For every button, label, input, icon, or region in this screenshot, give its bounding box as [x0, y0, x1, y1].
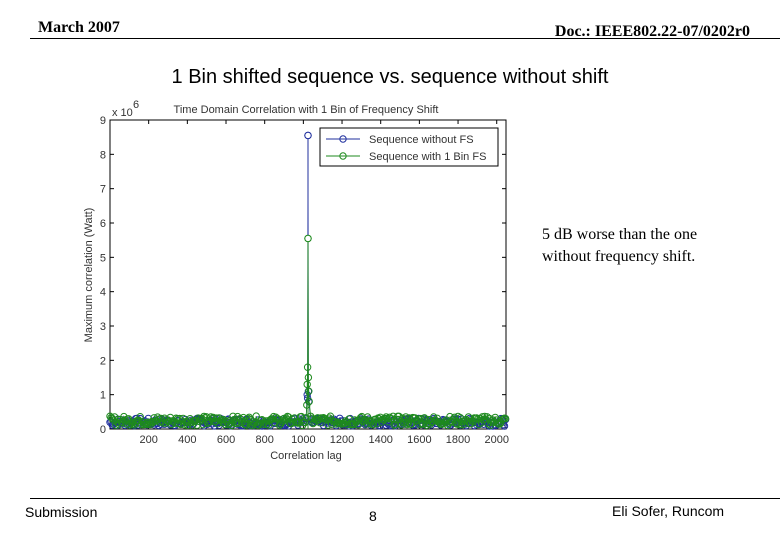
series-2-point — [229, 412, 237, 420]
series-2-point — [280, 414, 288, 423]
series-2-point — [243, 421, 251, 429]
header-date: March 2007 — [38, 19, 120, 36]
series-2-point — [435, 419, 444, 427]
footer-submission: Submission — [25, 504, 98, 520]
series-2-point — [209, 413, 218, 422]
footer-page-number: 8 — [369, 508, 377, 524]
x-tick-label: 2000 — [484, 434, 508, 446]
x-tick-label: 1600 — [407, 434, 431, 446]
series-2-point — [188, 421, 197, 429]
correlation-chart: 200 400 600 800 1000 1200 1400 1600 1800 2000 0 1 2 3… — [83, 99, 510, 462]
series-2-point — [316, 419, 324, 427]
series-2-point — [252, 412, 260, 420]
x-tick-label: 600 — [217, 434, 235, 446]
series-2-point — [324, 421, 332, 429]
series-2-point — [433, 414, 441, 422]
y-tick-label: 0 — [100, 424, 106, 436]
footer-rule — [30, 498, 780, 499]
y-tick-label: 2 — [100, 355, 106, 367]
legend-box — [319, 127, 499, 167]
series-2-point — [501, 414, 510, 423]
y-tick-label: 4 — [100, 287, 106, 299]
series-2-point — [135, 416, 143, 425]
series-2-point — [391, 420, 400, 429]
footer-author: Eli Sofer, Runcom — [612, 503, 725, 519]
annotation-note: 5 dB worse than the one without frequenc… — [542, 226, 698, 265]
y-tick-label: 7 — [100, 184, 106, 196]
legend-entry: Sequence with 1 Bin FS — [369, 151, 486, 163]
y-tick-label: 9 — [100, 115, 106, 127]
series-2-point — [496, 420, 504, 428]
series-2-point — [180, 421, 189, 429]
x-tick-label: 1000 — [291, 434, 315, 446]
series-2-point — [250, 420, 258, 428]
series-2-point — [347, 421, 355, 429]
slide-title: 1 Bin shifted sequence vs. sequence with… — [171, 66, 609, 88]
y-tick-label: 3 — [100, 321, 106, 333]
y-tick-label: 6 — [100, 218, 106, 230]
series-2-point — [413, 416, 422, 425]
series-2-point — [403, 420, 411, 429]
series-1-peak-marker — [304, 131, 312, 140]
series-2-point — [303, 380, 311, 389]
legend-entry: Sequence without FS — [369, 134, 474, 146]
series-2-peak-marker — [304, 234, 312, 243]
series-2-point — [272, 413, 280, 421]
series-2-point — [245, 413, 253, 421]
y-tick-label: 8 — [100, 149, 106, 161]
x-tick-label: 1400 — [368, 434, 392, 446]
header-doc-id: Doc.: IEEE802.22-07/0202r0 — [554, 23, 750, 40]
series-2-point — [476, 414, 484, 423]
y-multiplier-exponent: 6 — [133, 99, 139, 111]
x-axis-label: Correlation lag — [270, 450, 342, 462]
series-2-point — [420, 414, 429, 422]
legend-swatch-marker — [339, 135, 347, 143]
series-2-point — [318, 414, 326, 423]
x-tick-label: 1800 — [446, 434, 470, 446]
series-2-point — [302, 414, 310, 422]
x-tick-label: 800 — [256, 434, 274, 446]
y-tick-label: 1 — [100, 390, 106, 402]
series-2-point — [402, 413, 410, 421]
legend-swatch-marker — [339, 152, 347, 160]
series-2-point — [239, 413, 248, 422]
series-2-point — [397, 421, 405, 429]
header-rule — [30, 38, 780, 39]
x-tick-label: 400 — [178, 434, 196, 446]
series-2-point — [308, 414, 316, 422]
x-tick-label: 1200 — [330, 434, 354, 446]
chart-legend: Sequence without FS Sequence with 1 Bin F… — [319, 127, 499, 167]
x-tick-label: 200 — [139, 434, 157, 446]
y-multiplier-label: x 10 — [112, 107, 133, 119]
series-2-point — [305, 387, 313, 395]
y-axis-label: Maximum correlation (Watt) — [83, 208, 95, 343]
series-2-point — [310, 418, 318, 426]
y-tick-label: 5 — [100, 252, 106, 264]
series-2-point — [193, 421, 201, 429]
series-2-point — [385, 413, 394, 421]
series-2-point — [430, 413, 438, 421]
series-1-point — [107, 418, 115, 426]
chart-title: Time Domain Correlation with 1 Bin of Fr… — [174, 104, 439, 116]
series-2-point — [148, 417, 156, 426]
series-2-point — [483, 413, 491, 421]
series-2-point — [107, 413, 115, 422]
series-2-point — [305, 397, 313, 406]
series-2-point — [249, 421, 257, 429]
